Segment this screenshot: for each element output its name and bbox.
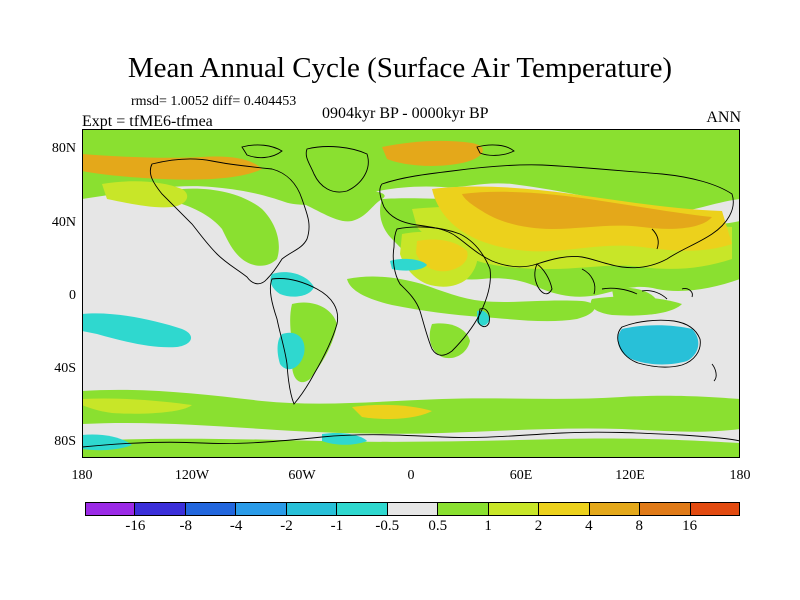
stats-text: rmsd= 1.0052 diff= 0.404453 (131, 94, 297, 109)
lon-label-120e: 120E (615, 468, 645, 483)
indonesia-green (612, 287, 657, 306)
north-america-green (182, 188, 279, 266)
colorbar-box (135, 502, 186, 516)
south-africa-green (429, 323, 470, 359)
colorbar-box (85, 502, 136, 516)
arctic-green-band (82, 129, 740, 213)
colorbar-box (286, 502, 338, 516)
east-pacific-cyan (82, 313, 192, 348)
lon-label-120w: 120W (174, 468, 210, 483)
lon-label-60w: 60W (288, 468, 316, 483)
eurasia-orange (462, 191, 712, 229)
pacific-green-patch (590, 296, 682, 316)
atlantic-green (297, 190, 385, 222)
southern-yellow (352, 404, 432, 419)
colorbar-label: -8 (179, 518, 193, 534)
colorbar-label: 1 (484, 518, 492, 534)
arctic-orange-east (382, 140, 483, 166)
colorbar-box (690, 502, 741, 516)
lon-label-180w: 180 (71, 468, 93, 483)
colorbar-box (185, 502, 237, 516)
colorbar-box (387, 502, 439, 516)
colorbar-box (640, 502, 691, 516)
colorbar-label: 0.5 (428, 518, 448, 534)
colorbar-label: 8 (635, 518, 643, 534)
colorbar-box (488, 502, 540, 516)
australia-light-blue (617, 325, 699, 365)
lat-label-40n: 40N (51, 215, 76, 230)
colorbar-label: 2 (534, 518, 543, 534)
colorbar-label: -1 (330, 518, 344, 534)
plot-title: Mean Annual Cycle (Surface Air Temperatu… (127, 52, 673, 84)
lat-label-40s: 40S (54, 361, 76, 376)
lon-label-180e: 180 (729, 468, 751, 483)
lat-label-80s: 80S (54, 434, 76, 449)
colorbar-box (337, 502, 388, 516)
north-america-yellow (102, 181, 188, 208)
season-label: ANN (706, 109, 741, 126)
south-america-cyan (277, 332, 305, 370)
arctic-orange (82, 154, 262, 180)
tropical-atlantic-green (347, 276, 595, 322)
map-frame (82, 129, 740, 458)
sahara-cyan (390, 258, 427, 271)
colorbar-label: 16 (682, 518, 698, 534)
lon-label-60e: 60E (509, 468, 533, 483)
south-america-green (290, 302, 337, 383)
africa-yellow (416, 239, 468, 272)
colorbar-box (236, 502, 287, 516)
colorbar (85, 502, 741, 516)
coastlines (82, 144, 740, 448)
colorbar-label: -0.5 (375, 518, 400, 534)
experiment-label: Expt = tfME6-tfmea (82, 113, 213, 130)
colorbar-label: -2 (280, 518, 293, 534)
colorbar-label: -4 (229, 518, 243, 534)
period-label: 0904kyr BP - 0000kyr BP (322, 105, 489, 122)
lon-label-0: 0 (407, 468, 415, 483)
lat-label-eq: 0 (69, 288, 76, 303)
colorbar-box (589, 502, 641, 516)
colorbar-box (539, 502, 590, 516)
colorbar-label: -16 (125, 518, 146, 534)
southern-yellow-green (82, 398, 192, 414)
anomaly-map (82, 129, 740, 458)
colorbar-box (438, 502, 489, 516)
lat-label-80n: 80N (51, 141, 76, 156)
colorbar-label: 4 (585, 518, 593, 534)
